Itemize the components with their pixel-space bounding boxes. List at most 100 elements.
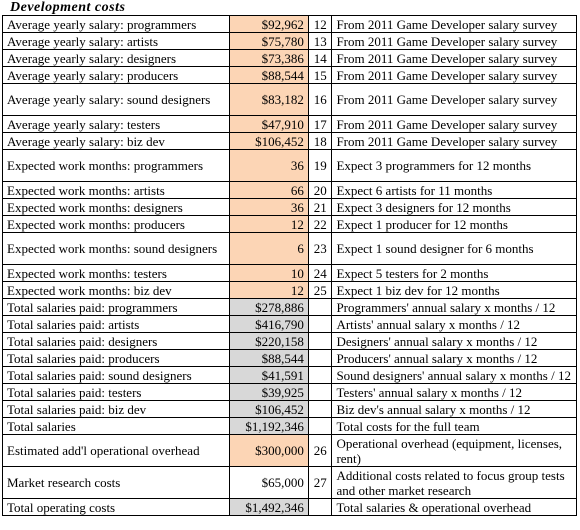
row-label: Expected work months: producers (1, 215, 231, 233)
row-value: $39,925 (229, 383, 309, 401)
row-label: Average yearly salary: programmers (1, 15, 231, 33)
development-costs-table: Average yearly salary: programmers $92,96… (1, 15, 577, 516)
row-note: From 2011 Game Developer salary survey (331, 15, 577, 33)
row-number: 21 (307, 198, 333, 216)
table-row: Expected work months: biz dev 12 25 Expect … (1, 281, 577, 299)
table-row: Average yearly salary: sound designers $8… (1, 83, 577, 116)
row-note: Expect 5 testers for 2 months (331, 264, 577, 282)
row-label: Average yearly salary: designers (1, 49, 231, 67)
row-label: Total salaries paid: programmers (1, 298, 231, 316)
table-row: Expected work months: producers 12 22 Expec… (1, 215, 577, 233)
section-title: Development costs (10, 0, 126, 15)
table-row: Total salaries $1,192,346 Total costs for … (1, 417, 577, 435)
row-note: From 2011 Game Developer salary survey (331, 66, 577, 84)
table-row: Total operating costs $1,492,346 Total sal… (1, 498, 577, 516)
row-value: $88,544 (229, 349, 309, 367)
row-note: Expect 1 producer for 12 months (331, 215, 577, 233)
table-row: Market research costs $65,000 27 Additional… (1, 466, 577, 499)
row-value: $1,192,346 (229, 417, 309, 435)
table-row: Total salaries paid: producers $88,544 Pro… (1, 349, 577, 367)
row-value: $65,000 (229, 466, 309, 499)
table-row: Total salaries paid: testers $39,925 Teste… (1, 383, 577, 401)
table-row: Total salaries paid: sound designers $41,… (1, 366, 577, 384)
row-label: Market research costs (1, 466, 231, 499)
table-row: Total salaries paid: biz dev $106,452 Biz … (1, 400, 577, 418)
row-note: Expect 1 biz dev for 12 months (331, 281, 577, 299)
row-number: 17 (307, 115, 333, 133)
row-label: Expected work months: programmers (1, 149, 231, 182)
row-note: Expect 1 sound designer for 6 months (331, 232, 577, 265)
row-note: From 2011 Game Developer salary survey (331, 132, 577, 150)
row-value: 36 (229, 149, 309, 182)
row-value: $106,452 (229, 400, 309, 418)
row-value: 6 (229, 232, 309, 265)
row-label: Average yearly salary: biz dev (1, 132, 231, 150)
row-value: $41,591 (229, 366, 309, 384)
row-note: From 2011 Game Developer salary survey (331, 32, 577, 50)
row-value: $88,544 (229, 66, 309, 84)
row-label: Total salaries paid: artists (1, 315, 231, 333)
row-label: Average yearly salary: testers (1, 115, 231, 133)
table-row: Average yearly salary: testers $47,910 17 F… (1, 115, 577, 133)
row-number (307, 349, 333, 367)
row-label: Expected work months: biz dev (1, 281, 231, 299)
table-row: Expected work months: artists 66 20 Expect … (1, 181, 577, 199)
row-note: Designers' annual salary x months / 12 (331, 332, 577, 350)
row-value: 12 (229, 281, 309, 299)
table-row: Average yearly salary: producers $88,544 1… (1, 66, 577, 84)
row-value: $220,158 (229, 332, 309, 350)
row-number: 15 (307, 66, 333, 84)
row-note: Expect 3 designers for 12 months (331, 198, 577, 216)
row-label: Estimated add'l operational overhead (1, 434, 231, 467)
row-number: 25 (307, 281, 333, 299)
row-number: 26 (307, 434, 333, 467)
table-row: Estimated add'l operational overhead $300… (1, 434, 577, 467)
row-note: From 2011 Game Developer salary survey (331, 83, 577, 116)
row-label: Total salaries paid: testers (1, 383, 231, 401)
row-number: 27 (307, 466, 333, 499)
table-row: Total salaries paid: designers $220,158 De… (1, 332, 577, 350)
row-label: Total salaries paid: biz dev (1, 400, 231, 418)
row-value: 66 (229, 181, 309, 199)
row-note: Additional costs related to focus group … (331, 466, 577, 499)
row-note: Programmers' annual salary x months / 12 (331, 298, 577, 316)
row-value: $416,790 (229, 315, 309, 333)
table-row: Average yearly salary: programmers $92,96… (1, 15, 577, 33)
row-label: Total salaries paid: designers (1, 332, 231, 350)
row-note: Total salaries & operational overhead (331, 498, 577, 516)
row-number (307, 417, 333, 435)
row-value: $92,962 (229, 15, 309, 33)
table-row: Expected work months: testers 10 24 Expect … (1, 264, 577, 282)
table-row: Expected work months: designers 36 21 Expec… (1, 198, 577, 216)
row-number: 20 (307, 181, 333, 199)
row-note: Sound designers' annual salary x months … (331, 366, 577, 384)
table-row: Expected work months: programmers 36 19 Exp… (1, 149, 577, 182)
row-label: Total salaries paid: sound designers (1, 366, 231, 384)
row-label: Expected work months: artists (1, 181, 231, 199)
row-value: $75,780 (229, 32, 309, 50)
row-number: 24 (307, 264, 333, 282)
row-value: 12 (229, 215, 309, 233)
row-number: 14 (307, 49, 333, 67)
table-row: Expected work months: sound designers 6 23… (1, 232, 577, 265)
row-label: Expected work months: designers (1, 198, 231, 216)
row-label: Average yearly salary: producers (1, 66, 231, 84)
row-number (307, 498, 333, 516)
row-label: Total operating costs (1, 498, 231, 516)
row-number: 12 (307, 15, 333, 33)
row-number: 13 (307, 32, 333, 50)
row-note: From 2011 Game Developer salary survey (331, 49, 577, 67)
row-label: Total salaries paid: producers (1, 349, 231, 367)
row-number: 19 (307, 149, 333, 182)
row-number (307, 400, 333, 418)
row-note: Expect 6 artists for 11 months (331, 181, 577, 199)
row-value: $1,492,346 (229, 498, 309, 516)
row-value: $73,386 (229, 49, 309, 67)
table-row: Average yearly salary: biz dev $106,452 18… (1, 132, 577, 150)
row-value: $278,886 (229, 298, 309, 316)
row-note: Artists' annual salary x months / 12 (331, 315, 577, 333)
row-number (307, 383, 333, 401)
row-value: $83,182 (229, 83, 309, 116)
row-number: 22 (307, 215, 333, 233)
row-note: Producers' annual salary x months / 12 (331, 349, 577, 367)
